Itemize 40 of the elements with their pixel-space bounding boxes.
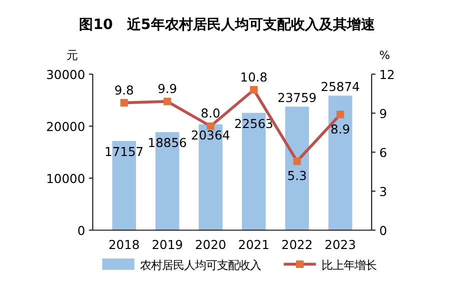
x-tick-label: 2019 — [152, 238, 183, 252]
data-label: 5.3 — [287, 169, 307, 184]
y2-axis-title: % — [379, 48, 390, 62]
point — [120, 98, 128, 107]
data-label: 8.9 — [330, 122, 350, 136]
data-label: 9.9 — [158, 82, 178, 96]
point — [250, 86, 258, 94]
point — [206, 122, 214, 130]
y2-tick-label: 6 — [379, 146, 388, 160]
data-label: 20364 — [191, 128, 230, 142]
x-tick-label: 2020 — [194, 238, 226, 252]
y-axis-title: 元 — [66, 48, 78, 62]
x-tick-label: 2018 — [108, 238, 140, 252]
x-tick-label: 2021 — [238, 238, 270, 252]
data-label: 25874 — [320, 80, 360, 94]
point — [293, 157, 301, 166]
data-label: 9.8 — [114, 83, 134, 98]
y2-tick-label: 9 — [379, 106, 388, 121]
x-tick-label: 2022 — [281, 238, 313, 252]
point — [336, 110, 344, 118]
chart-title: 图10 近5年农村居民人均可支配收入及其增速 — [79, 16, 376, 33]
legend-label: 农村居民人均可支配收入 — [140, 258, 262, 272]
data-label: 23759 — [278, 90, 317, 105]
data-label: 18856 — [148, 136, 188, 150]
y-tick-label: 20000 — [46, 120, 86, 134]
data-label: 22563 — [234, 116, 274, 131]
bar — [285, 106, 309, 230]
y-tick-label: 10000 — [46, 172, 86, 186]
x-tick-label: 2023 — [324, 238, 356, 252]
y-tick-label: 0 — [77, 224, 86, 238]
y2-tick-label: 12 — [379, 68, 395, 82]
y2-tick-label: 3 — [379, 184, 388, 199]
data-label: 17157 — [104, 145, 144, 160]
legend-label: 比上年增长 — [322, 258, 377, 272]
y2-tick-label: 0 — [379, 224, 388, 238]
data-label: 10.8 — [240, 70, 268, 84]
y-tick-label: 30000 — [46, 68, 86, 82]
data-label: 8.0 — [200, 106, 220, 121]
point — [164, 98, 172, 106]
bar — [328, 96, 352, 230]
